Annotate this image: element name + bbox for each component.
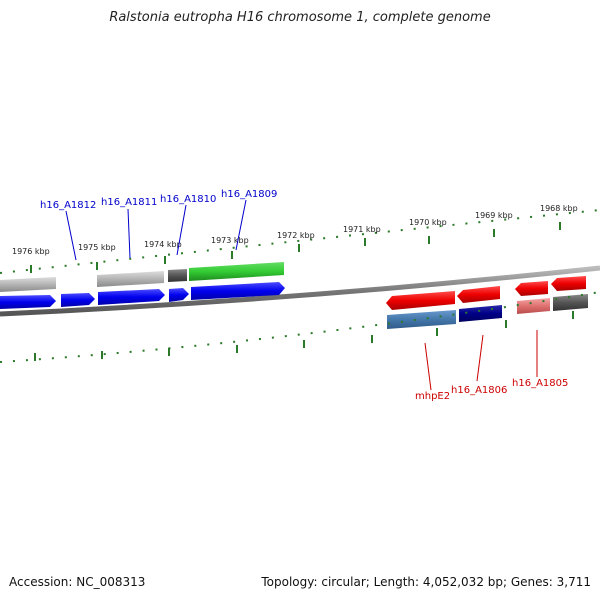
gene-label-h16-a1811[interactable]: h16_A1811 <box>101 197 157 208</box>
genome-summary-text: Topology: circular; Length: 4,052,032 bp… <box>261 575 591 589</box>
tick-label: 1973 kbp <box>211 236 249 245</box>
upper-feature-row <box>0 262 284 292</box>
bottom-gene-labels: mhpE2 h16_A1806 h16_A1805 <box>415 378 568 402</box>
gray-feature[interactable] <box>0 277 56 292</box>
tick-labels: 1976 kbp 1975 kbp 1974 kbp 1973 kbp 1972… <box>12 204 578 256</box>
lower-major-ticks <box>34 311 574 361</box>
forward-cds-arrow[interactable] <box>169 288 189 302</box>
forward-cds-arrow[interactable] <box>0 295 56 309</box>
gene-label-h16-a1809[interactable]: h16_A1809 <box>221 189 277 200</box>
accession-text: Accession: NC_008313 <box>9 575 146 589</box>
tick-label: 1975 kbp <box>78 243 116 252</box>
dark-gray-feature[interactable] <box>553 294 588 311</box>
reverse-cds-arrow[interactable] <box>386 291 455 310</box>
reverse-cds-row <box>386 276 586 310</box>
pink-feature[interactable] <box>517 298 550 314</box>
gray-feature[interactable] <box>97 271 164 287</box>
gene-label-h16-a1810[interactable]: h16_A1810 <box>160 194 216 205</box>
chromosome-backbone <box>0 265 600 317</box>
tick-label: 1970 kbp <box>409 218 447 227</box>
tick-label: 1969 kbp <box>475 211 513 220</box>
reverse-cds-arrow[interactable] <box>551 276 586 291</box>
top-label-pointers <box>65 199 247 261</box>
map-title: Ralstonia eutropha H16 chromosome 1, com… <box>109 10 491 25</box>
bottom-label-pointers <box>424 330 538 391</box>
forward-cds-arrow[interactable] <box>61 293 95 307</box>
tick-label: 1968 kbp <box>540 204 578 213</box>
forward-cds-arrow[interactable] <box>191 282 285 300</box>
reverse-cds-arrow[interactable] <box>515 281 548 296</box>
reverse-cds-arrow[interactable] <box>457 286 500 303</box>
tick-label: 1976 kbp <box>12 247 50 256</box>
tick-label: 1974 kbp <box>144 240 182 249</box>
dark-gray-feature[interactable] <box>168 269 187 282</box>
gene-label-h16-a1805[interactable]: h16_A1805 <box>512 378 568 389</box>
tick-label: 1971 kbp <box>343 225 381 234</box>
gene-label-h16-a1812[interactable]: h16_A1812 <box>40 200 96 211</box>
tick-label: 1972 kbp <box>277 231 315 240</box>
gene-label-h16-a1806[interactable]: h16_A1806 <box>451 385 507 396</box>
gene-label-mhpe2[interactable]: mhpE2 <box>415 391 450 402</box>
top-gene-labels: h16_A1812 h16_A1811 h16_A1810 h16_A1809 <box>40 189 277 211</box>
forward-cds-row <box>0 282 285 309</box>
forward-cds-arrow[interactable] <box>98 289 165 305</box>
steel-blue-feature[interactable] <box>387 310 456 329</box>
green-feature[interactable] <box>189 262 284 281</box>
upper-major-ticks <box>30 222 561 273</box>
